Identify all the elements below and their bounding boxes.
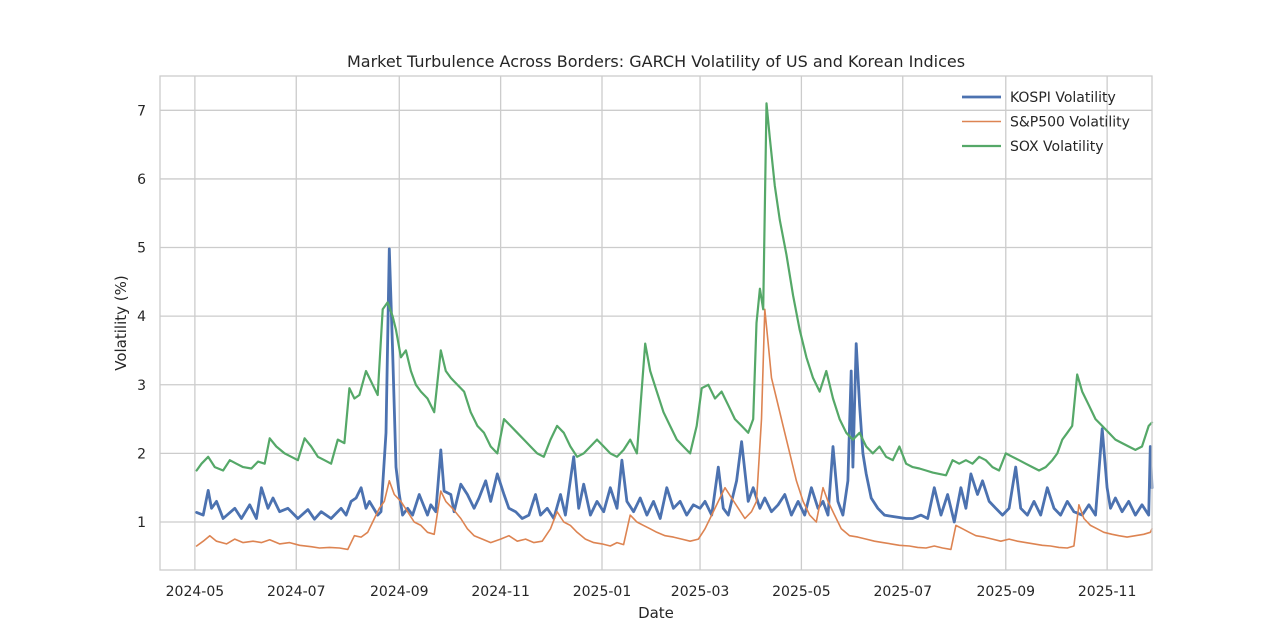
legend-label: KOSPI Volatility bbox=[1010, 90, 1116, 106]
y-tick-label: 2 bbox=[137, 446, 146, 462]
y-tick-label: 5 bbox=[137, 241, 146, 257]
chart-title: Market Turbulence Across Borders: GARCH … bbox=[347, 52, 965, 71]
y-tick-label: 1 bbox=[137, 515, 146, 531]
y-tick-label: 7 bbox=[137, 103, 146, 119]
x-tick-label: 2024-09 bbox=[370, 584, 429, 600]
x-tick-label: 2024-05 bbox=[166, 584, 225, 600]
x-tick-labels: 2024-05 2024-07 2024-09 2024-11 2025-01 2025-… bbox=[166, 584, 1137, 600]
y-axis-label: Volatility (%) bbox=[112, 275, 130, 371]
x-tick-label: 2025-03 bbox=[671, 584, 730, 600]
sox-volatility-line bbox=[195, 102, 1154, 477]
legend-label: SOX Volatility bbox=[1010, 139, 1104, 155]
grid-lines bbox=[160, 76, 1152, 570]
series-lines bbox=[195, 102, 1154, 551]
y-tick-label: 3 bbox=[137, 378, 146, 394]
x-tick-label: 2025-05 bbox=[772, 584, 831, 600]
plot-area-frame bbox=[159, 75, 1153, 571]
kospi-volatility-line bbox=[195, 247, 1154, 524]
y-tick-label: 4 bbox=[137, 309, 146, 325]
x-tick-label: 2025-01 bbox=[573, 584, 632, 600]
x-tick-label: 2025-11 bbox=[1078, 584, 1137, 600]
x-tick-label: 2025-07 bbox=[874, 584, 933, 600]
sp500-volatility-line bbox=[195, 308, 1153, 551]
x-axis-label: Date bbox=[638, 604, 674, 622]
legend-label: S&P500 Volatility bbox=[1010, 115, 1130, 131]
legend: KOSPI Volatility S&P500 Volatility SOX Vol… bbox=[962, 90, 1130, 155]
x-tick-label: 2024-07 bbox=[267, 584, 326, 600]
x-tick-label: 2025-09 bbox=[977, 584, 1036, 600]
x-tick-label: 2024-11 bbox=[471, 584, 530, 600]
y-tick-label: 6 bbox=[137, 172, 146, 188]
y-tick-labels: 1 2 3 4 5 6 7 bbox=[137, 103, 146, 531]
